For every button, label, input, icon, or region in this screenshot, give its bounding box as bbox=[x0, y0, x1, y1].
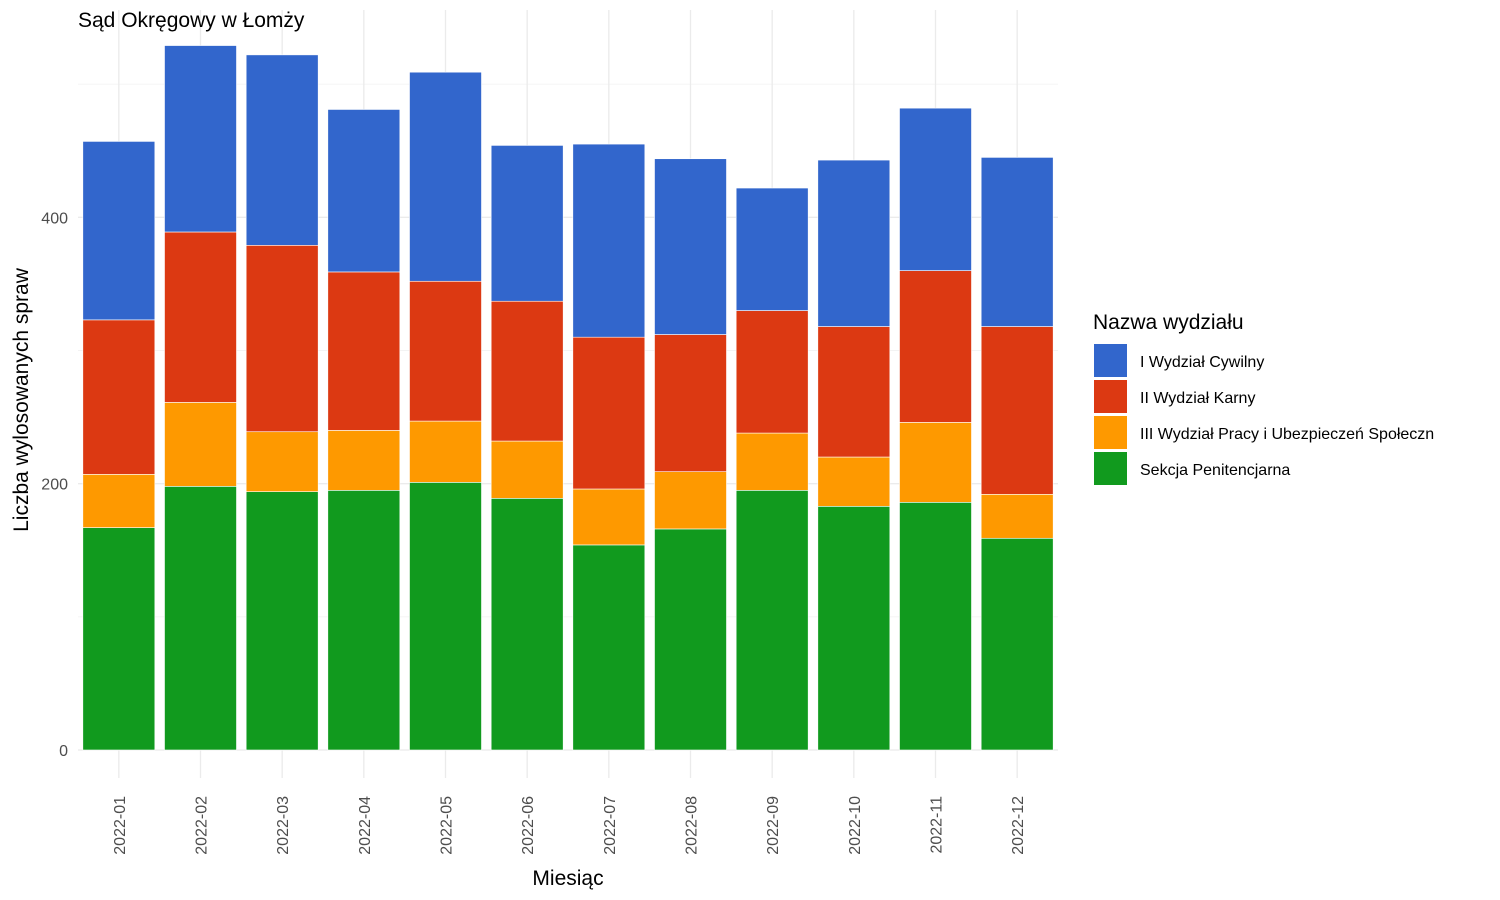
x-tick-label: 2022-11 bbox=[929, 796, 946, 854]
legend-label: II Wydział Karny bbox=[1140, 390, 1255, 407]
bar-segment bbox=[817, 326, 891, 458]
legend-label: III Wydział Pracy i Ubezpieczeń Społeczn bbox=[1140, 426, 1434, 443]
y-axis-title: Liczba wylosowanych spraw bbox=[10, 267, 33, 532]
bar-segment bbox=[572, 544, 646, 751]
bar-segment bbox=[490, 145, 564, 302]
bar-segment bbox=[572, 336, 646, 490]
legend-title: Nazwa wydziału bbox=[1093, 311, 1244, 334]
x-tick-label: 2022-12 bbox=[1010, 796, 1027, 855]
bar-segment bbox=[490, 300, 564, 442]
bar-segment bbox=[245, 491, 319, 751]
bar-segment bbox=[735, 187, 809, 311]
bar-segment bbox=[327, 271, 401, 431]
bar-segment bbox=[980, 494, 1054, 539]
y-tick-label: 200 bbox=[41, 477, 68, 494]
bar-segment bbox=[980, 157, 1054, 327]
x-tick-label: 2022-01 bbox=[112, 796, 129, 855]
bar-segment bbox=[654, 158, 727, 335]
bar-segment bbox=[409, 280, 482, 422]
x-tick-label: 2022-06 bbox=[520, 796, 537, 855]
bar-segment bbox=[735, 490, 809, 751]
bar-segment bbox=[164, 486, 237, 751]
bar-segment bbox=[245, 244, 319, 433]
bar-segment bbox=[327, 109, 401, 273]
bar-segment bbox=[817, 506, 891, 751]
bar-segment bbox=[82, 319, 156, 475]
x-tick-label: 2022-10 bbox=[847, 796, 864, 855]
bar-segment bbox=[817, 456, 891, 507]
x-tick-label: 2022-08 bbox=[684, 796, 701, 855]
chart-title: Sąd Okręgowy w Łomży bbox=[78, 9, 305, 32]
bar-segment bbox=[245, 431, 319, 492]
bar-segment bbox=[735, 310, 809, 434]
bar-segment bbox=[899, 270, 972, 423]
x-axis-title: Miesiąc bbox=[532, 867, 603, 890]
y-axis: 0 200 400 bbox=[41, 210, 68, 760]
bar-segment bbox=[82, 474, 156, 528]
legend-label: Sekcja Penitencjarna bbox=[1140, 462, 1290, 479]
bar-segment bbox=[409, 71, 482, 282]
bar-segment bbox=[980, 537, 1054, 751]
legend-label: I Wydział Cywilny bbox=[1140, 354, 1264, 371]
bar-segment bbox=[899, 107, 972, 271]
bar-segment bbox=[164, 231, 237, 403]
bar-segment bbox=[817, 159, 891, 327]
bar-segment bbox=[980, 326, 1054, 495]
bar-segment bbox=[327, 490, 401, 751]
bar-segment bbox=[899, 422, 972, 503]
legend-key bbox=[1094, 452, 1127, 485]
x-tick-label: 2022-03 bbox=[275, 796, 292, 855]
bar-segment bbox=[899, 502, 972, 751]
x-tick-label: 2022-07 bbox=[602, 796, 619, 855]
bar-segment bbox=[490, 498, 564, 751]
x-tick-label: 2022-05 bbox=[439, 796, 456, 855]
legend-key bbox=[1094, 416, 1127, 449]
bar-segment bbox=[82, 141, 156, 321]
y-tick-label: 0 bbox=[59, 743, 68, 760]
x-tick-label: 2022-04 bbox=[357, 796, 374, 855]
bar-segment bbox=[654, 471, 727, 530]
bar-segment bbox=[164, 45, 237, 233]
bar-segment bbox=[654, 528, 727, 751]
bar-segment bbox=[654, 334, 727, 472]
bar-segment bbox=[490, 440, 564, 499]
bar-segment bbox=[572, 488, 646, 546]
bar-segment bbox=[409, 482, 482, 751]
x-tick-label: 2022-09 bbox=[765, 796, 782, 855]
x-axis: 2022-01 2022-02 2022-03 2022-04 2022-05 2022-… bbox=[112, 796, 1027, 855]
bar-segment bbox=[735, 432, 809, 491]
legend-key bbox=[1094, 344, 1127, 377]
bar-segment bbox=[82, 527, 156, 751]
legend-key bbox=[1094, 380, 1127, 413]
y-tick-label: 400 bbox=[41, 210, 68, 227]
bar-segment bbox=[327, 430, 401, 491]
bar-segment bbox=[164, 402, 237, 487]
bar-segment bbox=[572, 143, 646, 338]
bars bbox=[82, 45, 1054, 751]
x-tick-label: 2022-02 bbox=[194, 796, 211, 855]
bar-segment bbox=[245, 54, 319, 246]
bar-segment bbox=[409, 420, 482, 483]
legend: Nazwa wydziału I Wydział Cywilny II Wydzi… bbox=[1093, 311, 1434, 485]
